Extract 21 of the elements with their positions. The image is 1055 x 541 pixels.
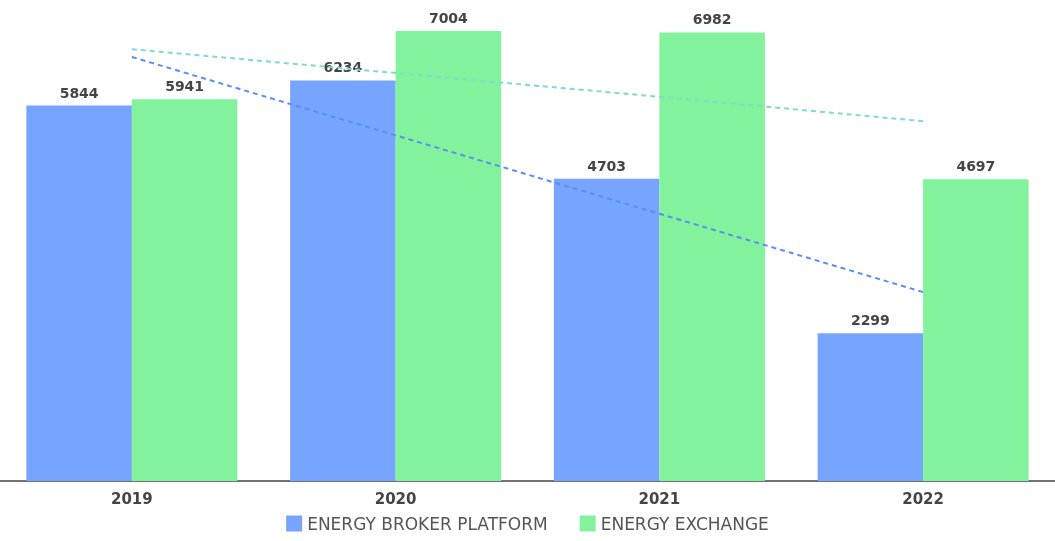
bar bbox=[290, 80, 396, 481]
bar bbox=[26, 105, 132, 481]
bar bbox=[817, 333, 924, 481]
bar bbox=[923, 179, 1029, 481]
x-tick-label: 2020 bbox=[374, 489, 417, 508]
data-label: 7004 bbox=[428, 10, 469, 26]
data-label: 4703 bbox=[587, 157, 627, 174]
x-tick-label: 2022 bbox=[902, 489, 944, 508]
x-tick-label: 2019 bbox=[111, 489, 153, 508]
bar bbox=[659, 32, 765, 481]
legend-label: ENERGY EXCHANGE bbox=[600, 513, 769, 534]
data-label: 5941 bbox=[165, 78, 205, 95]
bar bbox=[395, 31, 502, 481]
bar bbox=[131, 99, 238, 481]
data-label: 6982 bbox=[692, 11, 732, 28]
data-label: 2299 bbox=[850, 312, 890, 329]
data-label: 5844 bbox=[59, 84, 99, 101]
bar bbox=[553, 178, 660, 481]
data-label: 4697 bbox=[956, 158, 996, 175]
legend-label: ENERGY BROKER PLATFORM bbox=[307, 513, 548, 534]
x-tick-label: 2021 bbox=[638, 489, 681, 508]
